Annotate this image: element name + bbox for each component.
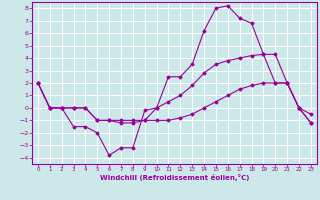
X-axis label: Windchill (Refroidissement éolien,°C): Windchill (Refroidissement éolien,°C) (100, 174, 249, 181)
